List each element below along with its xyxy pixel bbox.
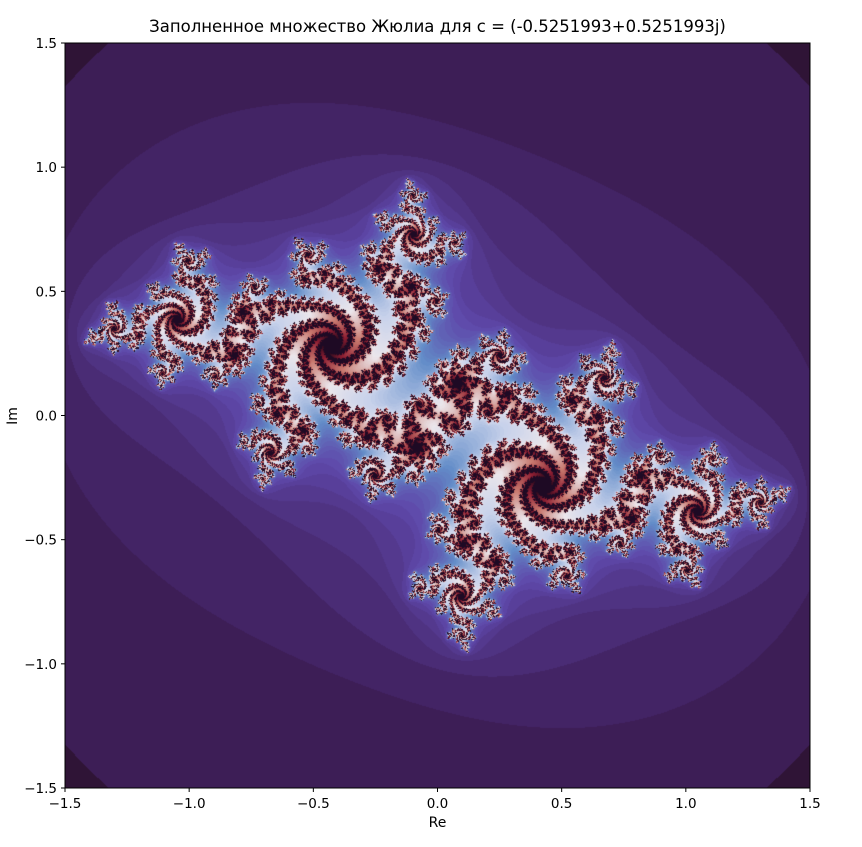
y-tick-label: −1.5 bbox=[24, 781, 57, 797]
y-axis-label: Im bbox=[5, 407, 21, 425]
y-tick-label: 0.5 bbox=[36, 284, 57, 300]
chart-title: Заполненное множество Жюлиа для c = (-0.… bbox=[149, 17, 726, 36]
x-tick-label: 0.0 bbox=[427, 796, 448, 812]
x-tick-label: 1.5 bbox=[799, 796, 820, 812]
y-tick-label: −0.5 bbox=[24, 533, 57, 549]
y-tick-label: −1.0 bbox=[24, 657, 57, 673]
x-axis-label: Re bbox=[428, 815, 447, 831]
x-tick-label: −1.5 bbox=[49, 796, 82, 812]
y-axis-ticks: −1.5 −1.0 −0.5 0.0 0.5 1.0 1.5 bbox=[24, 36, 65, 797]
x-axis-ticks: −1.5 −1.0 −0.5 0.0 0.5 1.0 1.5 bbox=[49, 788, 821, 812]
x-tick-label: 1.0 bbox=[675, 796, 696, 812]
y-tick-label: 1.0 bbox=[36, 160, 57, 176]
x-tick-label: −0.5 bbox=[297, 796, 330, 812]
x-tick-label: 0.5 bbox=[551, 796, 572, 812]
x-tick-label: −1.0 bbox=[173, 796, 206, 812]
y-tick-label: 1.5 bbox=[36, 36, 57, 52]
julia-image bbox=[65, 43, 810, 788]
y-tick-label: 0.0 bbox=[36, 409, 57, 425]
